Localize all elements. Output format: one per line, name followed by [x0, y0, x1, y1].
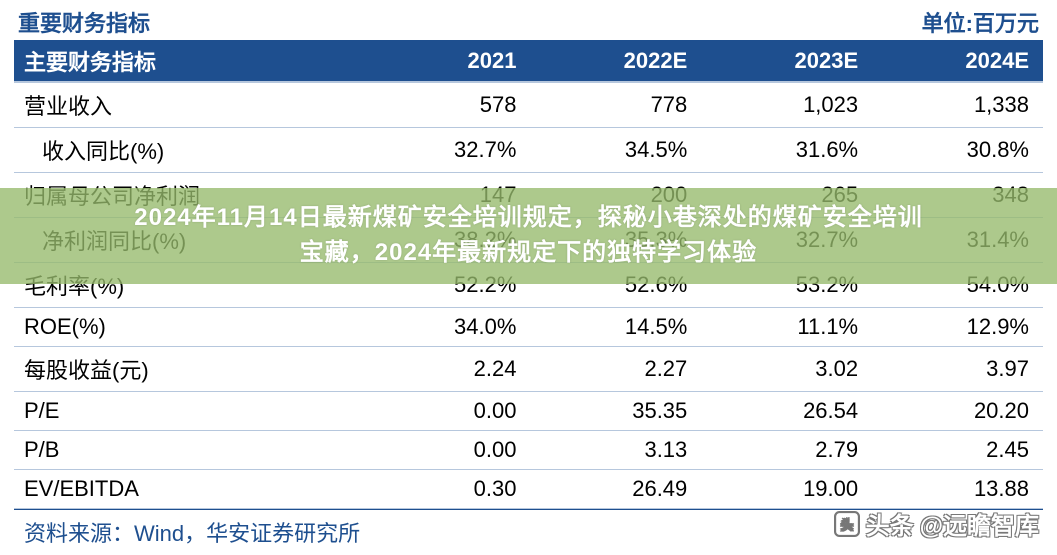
cell: 2.79 — [701, 431, 872, 470]
table-row: 每股收益(元)2.242.273.023.97 — [14, 347, 1043, 392]
watermark: 头 头条 @远瞻智库 — [834, 506, 1039, 541]
title-text: 重要财务指标 — [18, 6, 150, 38]
toutiao-icon: 头 — [834, 511, 860, 537]
overlay-line-2: 宝藏，2024年最新规定下的独特学习体验 — [134, 236, 922, 271]
row-label: 收入同比(%) — [14, 128, 387, 173]
row-label: EV/EBITDA — [14, 470, 387, 509]
cell: 35.35 — [530, 392, 701, 431]
cell: 14.5% — [530, 308, 701, 347]
overlay-line-1: 2024年11月14日最新煤矿安全培训规定，探秘小巷深处的煤矿安全培训 — [134, 201, 922, 236]
overlay-banner: 2024年11月14日最新煤矿安全培训规定，探秘小巷深处的煤矿安全培训 宝藏，2… — [0, 188, 1057, 284]
row-label: P/B — [14, 431, 387, 470]
cell: 13.88 — [872, 470, 1043, 509]
table-row: P/E0.0035.3526.5420.20 — [14, 392, 1043, 431]
col-header-metric: 主要财务指标 — [14, 41, 387, 82]
row-label: ROE(%) — [14, 308, 387, 347]
cell: 34.5% — [530, 128, 701, 173]
cell: 34.0% — [387, 308, 530, 347]
cell: 26.54 — [701, 392, 872, 431]
col-header-2021: 2021 — [387, 41, 530, 82]
cell: 0.30 — [387, 470, 530, 509]
cell: 19.00 — [701, 470, 872, 509]
table-row: P/B0.003.132.792.45 — [14, 431, 1043, 470]
row-label: 每股收益(元) — [14, 347, 387, 392]
row-label: P/E — [14, 392, 387, 431]
cell: 0.00 — [387, 392, 530, 431]
cell: 11.1% — [701, 308, 872, 347]
watermark-handle: @远瞻智库 — [920, 506, 1039, 541]
table-row: ROE(%)34.0%14.5%11.1%12.9% — [14, 308, 1043, 347]
cell: 3.13 — [530, 431, 701, 470]
title-bar: 重要财务指标 单位:百万元 — [14, 6, 1043, 41]
cell: 0.00 — [387, 431, 530, 470]
svg-text:头: 头 — [840, 517, 853, 532]
table-row: 营业收入5787781,0231,338 — [14, 82, 1043, 128]
cell: 30.8% — [872, 128, 1043, 173]
col-header-2022e: 2022E — [530, 41, 701, 82]
table-header-row: 主要财务指标 2021 2022E 2023E 2024E — [14, 41, 1043, 82]
cell: 1,023 — [701, 82, 872, 128]
unit-text: 单位:百万元 — [922, 6, 1039, 38]
cell: 20.20 — [872, 392, 1043, 431]
col-header-2024e: 2024E — [872, 41, 1043, 82]
cell: 778 — [530, 82, 701, 128]
table-row: 收入同比(%)32.7%34.5%31.6%30.8% — [14, 128, 1043, 173]
cell: 578 — [387, 82, 530, 128]
cell: 26.49 — [530, 470, 701, 509]
cell: 3.97 — [872, 347, 1043, 392]
row-label: 营业收入 — [14, 82, 387, 128]
cell: 31.6% — [701, 128, 872, 173]
cell: 2.45 — [872, 431, 1043, 470]
watermark-prefix: 头条 — [866, 506, 914, 541]
cell: 2.24 — [387, 347, 530, 392]
cell: 12.9% — [872, 308, 1043, 347]
cell: 32.7% — [387, 128, 530, 173]
cell: 3.02 — [701, 347, 872, 392]
col-header-2023e: 2023E — [701, 41, 872, 82]
cell: 1,338 — [872, 82, 1043, 128]
cell: 2.27 — [530, 347, 701, 392]
table-row: EV/EBITDA0.3026.4919.0013.88 — [14, 470, 1043, 509]
